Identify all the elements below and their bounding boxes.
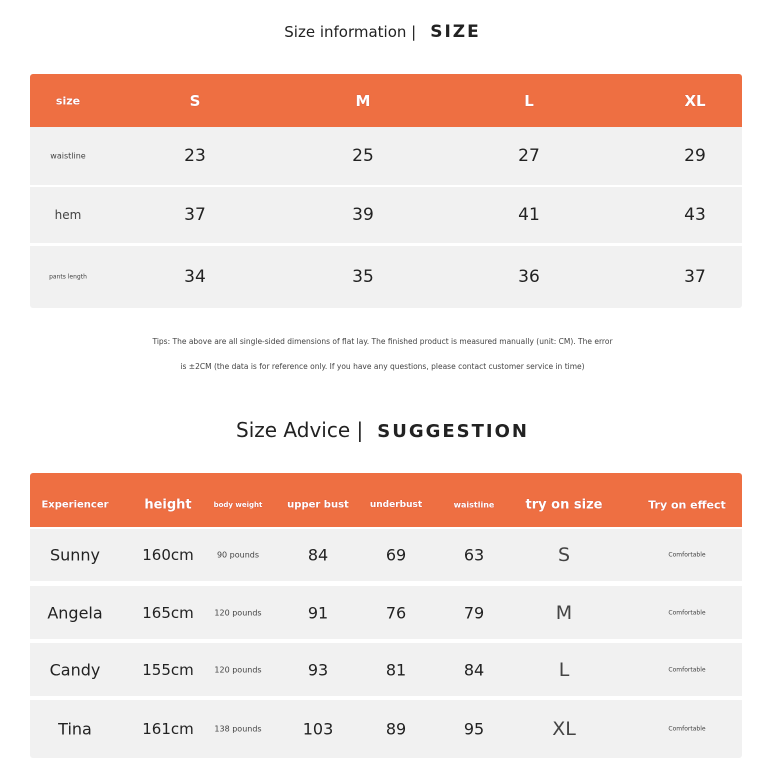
tips-line-2: is ±2CM (the data is for reference only.… (180, 362, 585, 371)
cell: XL (552, 718, 576, 740)
cell: 81 (385, 660, 407, 679)
table-row: Tina 161cm 138 pounds 103 89 95 XL Comfortable (30, 700, 742, 758)
row-label: waistline (50, 151, 86, 161)
table-row: Angela 165cm 120 pounds 91 76 79 M Comfortable (30, 586, 742, 639)
value-cell: 23 (184, 146, 206, 166)
table-row: Sunny 160cm 90 pounds 84 69 63 S Comfortable (30, 529, 742, 581)
advice-table: Experiencer height body weight upper bust un… (30, 473, 742, 758)
value-cell: 43 (684, 205, 706, 225)
header-cell: size (55, 94, 81, 107)
cell: 155cm (142, 660, 194, 679)
header-cell: M (355, 91, 371, 110)
cell: 161cm (142, 720, 194, 738)
cell: 91 (307, 603, 329, 622)
size-header-row: size S M L XL (30, 74, 742, 127)
value-cell: 37 (184, 205, 206, 225)
row-label: hem (54, 208, 82, 222)
cell: 63 (463, 545, 485, 565)
header-cell: underbust (369, 500, 423, 511)
cell: 138 pounds (214, 724, 262, 734)
cell: 93 (307, 660, 329, 679)
advice-header-row: Experiencer height body weight upper bust un… (30, 473, 742, 527)
cell: 103 (302, 719, 334, 739)
cell: Sunny (49, 545, 101, 565)
cell: L (558, 658, 570, 681)
header-cell: upper bust (287, 499, 349, 511)
size-info-title: Size information | SIZE (0, 22, 765, 42)
cell: 69 (385, 545, 407, 565)
cell: 84 (463, 660, 485, 679)
cell: 89 (385, 719, 407, 739)
header-cell: body weight (213, 501, 263, 510)
cell: M (555, 601, 573, 624)
value-cell: 35 (352, 267, 374, 287)
cell: Candy (49, 660, 101, 679)
cell: Angela (47, 603, 103, 622)
value-cell: 36 (518, 267, 540, 287)
cell: 84 (307, 545, 329, 565)
header-cell: height (144, 497, 192, 513)
cell: Tina (58, 719, 92, 739)
header-cell: Try on effect (648, 498, 726, 512)
cell: 76 (385, 603, 407, 622)
cell: 95 (463, 719, 485, 739)
header-cell: Experiencer (41, 499, 109, 511)
table-row: Candy 155cm 120 pounds 93 81 84 L Comfortable (30, 643, 742, 696)
value-cell: 41 (518, 205, 540, 225)
cell: 165cm (142, 603, 194, 622)
cell: 90 pounds (216, 550, 260, 560)
header-cell: S (189, 91, 201, 110)
table-row: hem 37 39 41 43 (30, 187, 742, 243)
header-cell: waistline (453, 500, 495, 510)
table-row: waistline 23 25 27 29 (30, 127, 742, 185)
cell: Comfortable (668, 666, 706, 673)
title-bold: SIZE (430, 22, 481, 42)
title-light: Size Advice | (236, 418, 364, 442)
cell: 79 (463, 603, 485, 622)
row-label: pants length (49, 273, 87, 281)
cell: S (557, 544, 571, 566)
value-cell: 25 (352, 146, 374, 166)
size-advice-title: Size Advice | SUGGESTION (0, 418, 765, 442)
header-cell: XL (684, 91, 706, 110)
value-cell: 39 (352, 205, 374, 225)
value-cell: 34 (184, 267, 206, 287)
header-cell: try on size (525, 497, 603, 513)
title-light: Size information | (284, 23, 417, 41)
title-bold: SUGGESTION (377, 421, 529, 442)
tips-line-1: Tips: The above are all single-sided dim… (152, 337, 613, 346)
cell: Comfortable (668, 551, 706, 559)
value-cell: 29 (684, 146, 706, 166)
table-row: pants length 34 35 36 37 (30, 246, 742, 308)
cell: 120 pounds (214, 608, 262, 617)
cell: 120 pounds (214, 665, 262, 674)
value-cell: 27 (518, 146, 540, 166)
header-cell: L (524, 91, 534, 110)
size-table: size S M L XL waistline 23 25 27 29 hem 37 39 41 43 pan… (30, 74, 742, 308)
cell: Comfortable (668, 725, 706, 733)
cell: Comfortable (668, 609, 706, 616)
value-cell: 37 (684, 267, 706, 287)
cell: 160cm (142, 546, 194, 564)
